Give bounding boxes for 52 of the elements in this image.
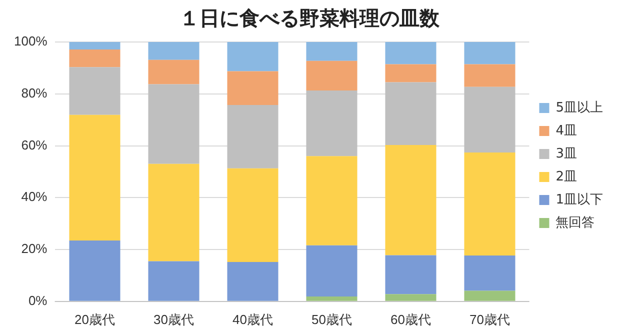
bar [464,42,516,64]
bar [148,42,200,60]
bar [227,105,278,168]
bar [306,42,358,61]
bar [148,60,200,84]
bar [306,60,358,91]
y-tick-label: 100% [14,34,48,49]
legend-label: 2皿 [556,169,578,184]
bar [464,152,516,256]
y-tick-label: 40% [21,189,48,204]
legend-label: 3皿 [556,146,578,162]
bar [148,84,200,164]
legend-label: 4皿 [556,123,578,138]
bar [385,82,436,145]
legend-label: 5皿以上 [556,100,604,116]
y-tick-label: 20% [21,241,48,256]
x-tick-label: 40歳代 [232,312,273,327]
x-tick-label: 50歳代 [312,312,352,327]
bar [306,245,358,296]
bar [385,255,436,294]
bar [227,71,278,106]
bar [464,290,516,301]
bar [148,164,200,262]
bar [306,90,358,156]
bar [385,294,436,301]
bar [69,114,120,240]
bar [385,42,436,64]
x-tick-label: 30歳代 [154,312,194,327]
chart-title: １日に食べる野菜料理の皿数 [180,6,440,30]
bar [148,261,200,301]
y-tick-label: 60% [21,137,48,152]
bar [306,296,358,301]
bar [385,144,436,256]
bar [69,50,120,68]
bar [227,262,278,301]
bar [464,64,516,87]
bar [69,42,120,50]
bar [227,42,278,72]
bar [69,67,120,115]
x-tick-label: 70歳代 [469,312,510,327]
x-tick-label: 20歳代 [74,312,115,327]
bar [464,255,516,291]
legend-label: 1皿以下 [556,192,604,208]
bar [306,156,358,246]
bar [385,64,436,82]
bar [464,86,516,153]
legend-label: 無回答 [556,215,595,230]
y-tick-label: 0% [28,292,48,308]
y-tick-label: 80% [21,85,48,100]
x-tick-label: 60歳代 [390,312,431,327]
bar [227,168,278,262]
bar [69,240,120,301]
